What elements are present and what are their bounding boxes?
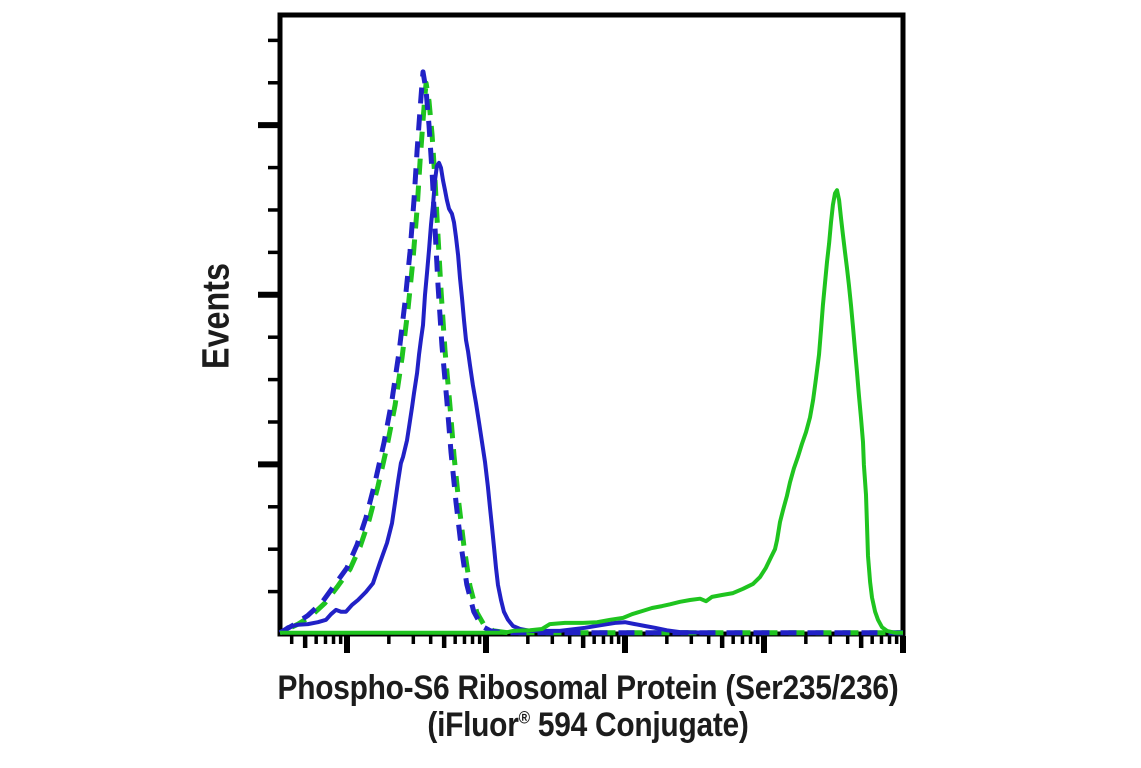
x-axis-label-line2: (iFluor® 594 Conjugate) [278, 707, 899, 744]
x-axis-label-line1: Phospho-S6 Ribosomal Protein (Ser235/236… [277, 669, 899, 707]
green-dashed-curve [278, 80, 903, 636]
y-axis-label: Events [195, 263, 238, 369]
plot-box [277, 12, 906, 637]
blue-solid-curve [278, 160, 714, 635]
green-solid-curve [280, 188, 903, 635]
x-axis-label-line2-text: (iFluor [427, 706, 519, 744]
x-axis-label-line2-text2: 594 Conjugate) [529, 706, 749, 744]
x-axis-label: Phospho-S6 Ribosomal Protein (Ser235/236… [278, 670, 899, 744]
registered-trademark-icon: ® [518, 707, 530, 728]
blue-dashed-curve [278, 69, 903, 636]
